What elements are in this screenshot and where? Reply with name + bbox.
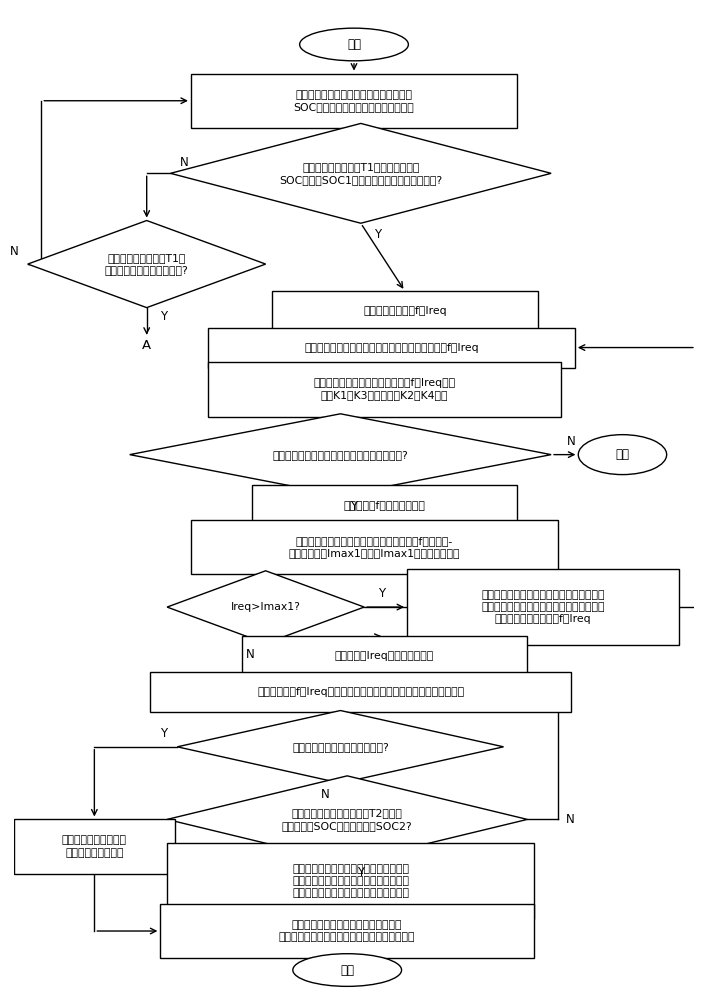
Text: 车辆行驶或者出现脉冲加热故障?: 车辆行驶或者出现脉冲加热故障?: [292, 742, 389, 752]
Text: Y: Y: [160, 727, 167, 740]
Text: 控制系统发送脉冲加热
停止命令给电机系统: 控制系统发送脉冲加热 停止命令给电机系统: [62, 835, 127, 858]
Ellipse shape: [293, 954, 401, 986]
Text: 动力电池的温度小于T1，
且充电系统已接入三相电网?: 动力电池的温度小于T1， 且充电系统已接入三相电网?: [105, 253, 188, 275]
FancyBboxPatch shape: [242, 636, 527, 676]
Text: N: N: [567, 435, 576, 448]
Text: Y: Y: [160, 310, 167, 323]
Text: 电机系统根据f和Ireq输出对应的电流波形，给动力电池进行脉冲加热: 电机系统根据f和Ireq输出对应的电流波形，给动力电池进行脉冲加热: [257, 687, 464, 697]
FancyBboxPatch shape: [14, 819, 175, 874]
Text: 车辆处于高压驻车状态且不存在脉冲加热故障?: 车辆处于高压驻车状态且不存在脉冲加热故障?: [273, 450, 409, 460]
FancyBboxPatch shape: [273, 291, 537, 331]
FancyBboxPatch shape: [191, 520, 558, 574]
Text: Y: Y: [375, 228, 382, 241]
Polygon shape: [177, 711, 503, 783]
Text: Y: Y: [358, 866, 365, 879]
Text: 动力电池的温度小于T1，且动力电池的
SOC值大于SOC1，且充电系统未接入三相电网?: 动力电池的温度小于T1，且动力电池的 SOC值大于SOC1，且充电系统未接入三相…: [279, 162, 442, 185]
Text: N: N: [180, 156, 188, 169]
Text: 动力电池的温度大于或等于T2，或者
动力电池的SOC值小于或等于SOC2?: 动力电池的温度大于或等于T2，或者 动力电池的SOC值小于或等于SOC2?: [282, 808, 413, 831]
Polygon shape: [171, 123, 551, 223]
Text: 控制系统收到脉冲加热开启请求、f和Ireq后，
控制K1、K3闭合，控制K2、K4断开: 控制系统收到脉冲加热开启请求、f和Ireq后， 控制K1、K3闭合，控制K2、K…: [314, 378, 456, 400]
Text: 控制系统向电池管理系统发出电流超出幅值
错误提示，电池管理系统收到电流超出幅值
错误提示后，重新确定f和Ireq: 控制系统向电池管理系统发出电流超出幅值 错误提示，电池管理系统收到电流超出幅值 …: [481, 590, 605, 624]
Polygon shape: [167, 571, 364, 643]
Ellipse shape: [299, 28, 409, 61]
FancyBboxPatch shape: [407, 569, 679, 645]
Text: N: N: [10, 245, 18, 258]
Polygon shape: [167, 776, 527, 863]
FancyBboxPatch shape: [150, 672, 571, 712]
Text: 开始: 开始: [347, 38, 361, 51]
Text: 结束: 结束: [615, 448, 629, 461]
Text: 电池管理系统向控制系统发送脉冲加热开启请求、f和Ireq: 电池管理系统向控制系统发送脉冲加热开启请求、f和Ireq: [304, 343, 479, 353]
Polygon shape: [130, 414, 551, 495]
FancyBboxPatch shape: [208, 328, 575, 368]
Text: 控制系统将f发送给电机系统: 控制系统将f发送给电机系统: [343, 500, 426, 510]
Text: 结束: 结束: [341, 964, 354, 977]
Text: 电池管理系统实时监测动力电池的温度和
SOC，获取充电系统接入三相电网状态: 电池管理系统实时监测动力电池的温度和 SOC，获取充电系统接入三相电网状态: [294, 90, 414, 112]
Text: 控制系统将Ireq发送给电机系统: 控制系统将Ireq发送给电机系统: [335, 651, 434, 661]
FancyBboxPatch shape: [167, 843, 534, 919]
Ellipse shape: [578, 435, 667, 475]
Text: N: N: [246, 648, 255, 661]
FancyBboxPatch shape: [191, 74, 517, 128]
Text: N: N: [566, 813, 574, 826]
Text: Ireq>Imax1?: Ireq>Imax1?: [231, 602, 301, 612]
Text: A: A: [142, 339, 152, 352]
Text: Y: Y: [350, 500, 358, 513]
Polygon shape: [28, 221, 266, 308]
Text: Y: Y: [377, 587, 384, 600]
FancyBboxPatch shape: [160, 904, 534, 958]
Text: 电池管理系统向控制系统发送脉冲加热停
止请求，控制系统在收到脉冲加热停止请
求时，发送脉冲加热停止命令给电机系统: 电池管理系统向控制系统发送脉冲加热停 止请求，控制系统在收到脉冲加热停止请 求时…: [292, 864, 409, 899]
Text: N: N: [321, 788, 330, 800]
Text: 电池管理系统确定f和Ireq: 电池管理系统确定f和Ireq: [363, 306, 447, 316]
FancyBboxPatch shape: [208, 362, 561, 417]
Text: 电机系统在收到脉冲加热停止命令后，
停止输出对应的电流波形，并退出脉冲加热模式: 电机系统在收到脉冲加热停止命令后， 停止输出对应的电流波形，并退出脉冲加热模式: [279, 920, 416, 942]
FancyBboxPatch shape: [252, 485, 517, 524]
Text: 电机系统进入脉冲加热模式，电机系统根据f查询频率-
电流表【得到Imax1，并将Imax1反馈给控制系统: 电机系统进入脉冲加热模式，电机系统根据f查询频率- 电流表【得到Imax1，并将…: [289, 536, 460, 558]
